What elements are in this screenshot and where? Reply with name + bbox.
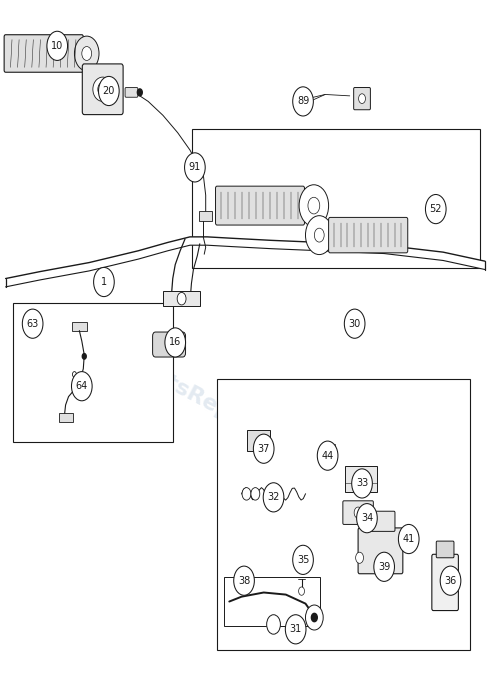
Circle shape (344, 309, 365, 338)
Text: 64: 64 (76, 381, 88, 391)
Circle shape (306, 605, 323, 630)
Text: 31: 31 (289, 624, 302, 634)
Circle shape (374, 552, 394, 581)
Circle shape (165, 328, 185, 357)
FancyBboxPatch shape (363, 512, 395, 531)
FancyBboxPatch shape (72, 322, 87, 331)
FancyBboxPatch shape (153, 332, 185, 357)
Text: 39: 39 (378, 562, 390, 572)
FancyBboxPatch shape (224, 577, 320, 626)
FancyBboxPatch shape (217, 379, 470, 650)
Text: 33: 33 (356, 478, 368, 489)
Text: 41: 41 (403, 534, 415, 544)
Circle shape (306, 216, 333, 255)
Text: 34: 34 (361, 513, 373, 523)
Text: PartsRepublik: PartsRepublik (125, 354, 289, 454)
FancyBboxPatch shape (358, 528, 403, 574)
Circle shape (263, 483, 284, 512)
Circle shape (293, 87, 314, 116)
Text: 10: 10 (51, 41, 64, 51)
Polygon shape (5, 237, 485, 287)
Text: 32: 32 (267, 492, 280, 503)
Circle shape (312, 613, 317, 622)
FancyBboxPatch shape (343, 501, 373, 524)
Circle shape (267, 615, 281, 634)
FancyBboxPatch shape (329, 217, 408, 253)
Circle shape (317, 441, 338, 470)
Circle shape (251, 488, 260, 500)
Text: 37: 37 (257, 444, 270, 454)
FancyBboxPatch shape (327, 444, 335, 451)
Circle shape (72, 372, 76, 377)
FancyBboxPatch shape (215, 186, 305, 225)
Circle shape (308, 197, 320, 214)
Circle shape (138, 89, 142, 96)
Circle shape (293, 545, 314, 574)
Text: 30: 30 (349, 319, 361, 329)
Circle shape (98, 82, 107, 96)
Circle shape (47, 31, 68, 61)
Circle shape (398, 524, 419, 553)
FancyBboxPatch shape (59, 413, 73, 422)
Circle shape (425, 194, 446, 223)
FancyBboxPatch shape (125, 88, 138, 97)
Text: 16: 16 (169, 338, 181, 347)
FancyBboxPatch shape (199, 211, 211, 221)
FancyBboxPatch shape (163, 291, 200, 306)
Text: 20: 20 (103, 86, 115, 96)
Text: 1: 1 (101, 277, 107, 287)
FancyBboxPatch shape (345, 466, 377, 493)
Circle shape (253, 434, 274, 464)
Circle shape (82, 354, 86, 359)
FancyBboxPatch shape (353, 88, 370, 110)
Circle shape (82, 47, 92, 61)
Circle shape (285, 615, 306, 644)
Circle shape (355, 552, 363, 563)
Text: 52: 52 (429, 204, 442, 214)
Circle shape (94, 267, 114, 296)
Ellipse shape (93, 77, 112, 102)
Circle shape (71, 372, 92, 401)
Circle shape (315, 228, 324, 242)
FancyBboxPatch shape (436, 541, 454, 557)
Circle shape (358, 94, 365, 104)
Text: 36: 36 (444, 576, 457, 586)
FancyBboxPatch shape (4, 35, 83, 72)
Circle shape (99, 77, 119, 106)
Text: 89: 89 (297, 97, 309, 106)
FancyBboxPatch shape (82, 64, 123, 115)
Circle shape (354, 507, 362, 519)
FancyBboxPatch shape (432, 554, 458, 610)
Circle shape (299, 587, 305, 595)
FancyBboxPatch shape (192, 129, 480, 268)
Circle shape (242, 488, 251, 500)
Circle shape (22, 309, 43, 338)
Circle shape (74, 36, 99, 71)
Text: 44: 44 (321, 451, 334, 461)
FancyBboxPatch shape (246, 430, 270, 451)
Circle shape (440, 566, 461, 595)
Circle shape (356, 504, 377, 532)
Circle shape (299, 184, 329, 226)
Text: 38: 38 (238, 576, 250, 586)
Text: 35: 35 (297, 555, 309, 565)
Circle shape (184, 153, 205, 182)
Circle shape (352, 469, 372, 498)
Text: DOT
 4: DOT 4 (439, 580, 451, 591)
Circle shape (177, 292, 186, 305)
FancyBboxPatch shape (13, 303, 173, 442)
Circle shape (234, 566, 254, 595)
Text: 91: 91 (189, 162, 201, 173)
Text: 63: 63 (27, 319, 39, 329)
